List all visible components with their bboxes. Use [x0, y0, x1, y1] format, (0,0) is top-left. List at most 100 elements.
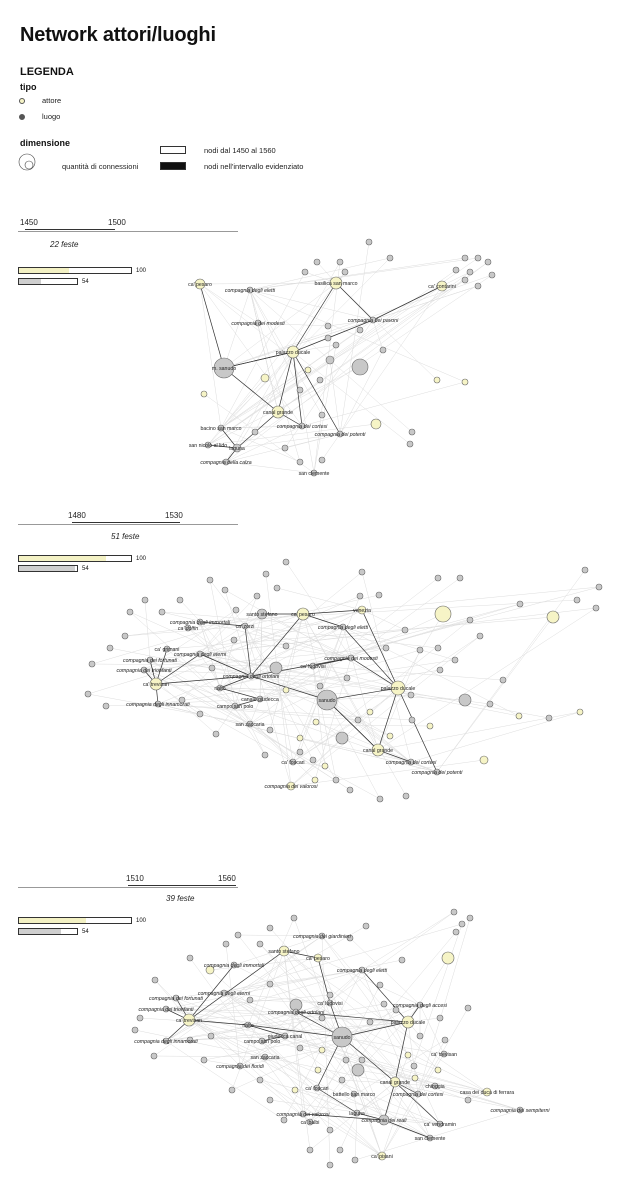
- legend-attore: attore: [42, 96, 62, 105]
- network-edge-dark: [244, 625, 252, 677]
- network-edge-light: [283, 950, 311, 1151]
- network-edge-light: [329, 1002, 419, 1095]
- network-node-label: compagnia degli eterni: [174, 652, 227, 658]
- network-edge-light: [249, 257, 479, 291]
- panel3-range-start: 1510: [126, 874, 144, 883]
- network-node: [346, 786, 354, 794]
- network-edge-light: [91, 613, 263, 665]
- network-edge-light: [188, 1011, 297, 1021]
- network-node: [182, 1013, 196, 1027]
- network-node: [339, 623, 347, 631]
- network-node: [230, 961, 238, 969]
- network-edge-light: [189, 957, 311, 1123]
- network-edge-light: [87, 693, 251, 725]
- network-edge-light: [223, 289, 251, 369]
- network-node: [466, 616, 474, 624]
- network-node-label: sanudo: [318, 698, 335, 704]
- network-node: [461, 276, 469, 284]
- network-edge-light: [249, 257, 391, 291]
- network-edge-light: [350, 577, 461, 659]
- network-edge-light: [165, 1040, 285, 1121]
- network-node-label: palazzo ducale: [381, 686, 416, 692]
- network-edge-light: [383, 1054, 409, 1121]
- network-node: [357, 605, 367, 615]
- network-node: [304, 366, 312, 374]
- network-node: [313, 258, 321, 266]
- network-node: [375, 591, 383, 599]
- network-node: [296, 1044, 304, 1052]
- network-edge-light: [312, 665, 337, 781]
- network-node: [546, 610, 560, 624]
- network-edge-light: [354, 1112, 358, 1161]
- network-edge-light: [154, 979, 241, 1067]
- network-node: [296, 386, 304, 394]
- network-node: [213, 357, 235, 379]
- network-node-label: san zaccaria: [250, 1055, 279, 1061]
- network-edge-light: [349, 937, 421, 1006]
- network-node: [464, 1096, 472, 1104]
- network-node-label: ca' trevisan: [143, 682, 169, 688]
- network-node: [408, 716, 416, 724]
- network-edge-light: [321, 935, 409, 1056]
- network-edge-light: [161, 611, 352, 659]
- network-node: [280, 1116, 288, 1124]
- network-node-label: ca' dolfin: [178, 626, 198, 632]
- network-node: [282, 558, 290, 566]
- network-node: [186, 1036, 194, 1044]
- network-node: [343, 674, 351, 682]
- network-edge-light: [199, 595, 258, 655]
- network-node: [282, 642, 290, 650]
- network-node: [216, 684, 224, 692]
- network-node: [236, 1062, 244, 1070]
- network-edge-light: [292, 351, 315, 474]
- panel1-timeline-highlight: [25, 229, 115, 230]
- legend-heading: LEGENDA: [20, 66, 74, 78]
- network-edge-light: [356, 1077, 416, 1114]
- network-node: [324, 334, 332, 342]
- network-node: [576, 708, 584, 716]
- network-edge-light: [249, 289, 323, 416]
- network-node: [232, 443, 242, 453]
- network-edge-light: [236, 433, 341, 449]
- network-edge-light: [199, 621, 266, 756]
- network-edge-light: [203, 1059, 241, 1067]
- network-node: [146, 656, 154, 664]
- network-edge-light: [144, 599, 151, 661]
- network-node: [392, 1006, 400, 1014]
- panel3-timeline: [18, 887, 238, 888]
- network-edge-light: [301, 381, 466, 427]
- network-edge-dark: [188, 950, 285, 1021]
- network-node: [296, 458, 304, 466]
- network-edge-light: [407, 957, 449, 1023]
- network-node: [365, 238, 373, 246]
- network-edge-light: [155, 683, 466, 701]
- network-node: [326, 991, 334, 999]
- network-node: [402, 792, 410, 800]
- network-node: [207, 1032, 215, 1040]
- network-edge-light: [199, 653, 550, 719]
- network-node: [353, 1109, 361, 1117]
- network-edge-light: [149, 659, 236, 707]
- network-node-label: venezia: [353, 608, 371, 614]
- network-edge-light: [237, 934, 323, 937]
- panel2-range-end: 1530: [165, 511, 183, 520]
- network-node: [299, 1110, 307, 1118]
- network-node: [581, 566, 589, 574]
- network-node-label: ca' trevisan: [176, 1018, 202, 1024]
- network-node: [220, 989, 228, 997]
- network-node: [256, 695, 264, 703]
- network-node-label: rialto: [214, 686, 225, 692]
- network-node: [121, 632, 129, 640]
- network-edge-light: [211, 667, 221, 689]
- network-edge-light: [219, 687, 328, 701]
- network-node: [592, 604, 600, 612]
- network-node-label: campo san polo: [217, 704, 254, 710]
- network-node-label: basilica san marco: [315, 281, 358, 287]
- network-node: [436, 1014, 444, 1022]
- network-edge-light: [239, 911, 455, 1067]
- network-node: [416, 646, 424, 654]
- legend-luogo: luogo: [42, 112, 61, 121]
- network-node: [379, 346, 387, 354]
- network-node: [336, 258, 344, 266]
- network-edge-light: [299, 626, 344, 739]
